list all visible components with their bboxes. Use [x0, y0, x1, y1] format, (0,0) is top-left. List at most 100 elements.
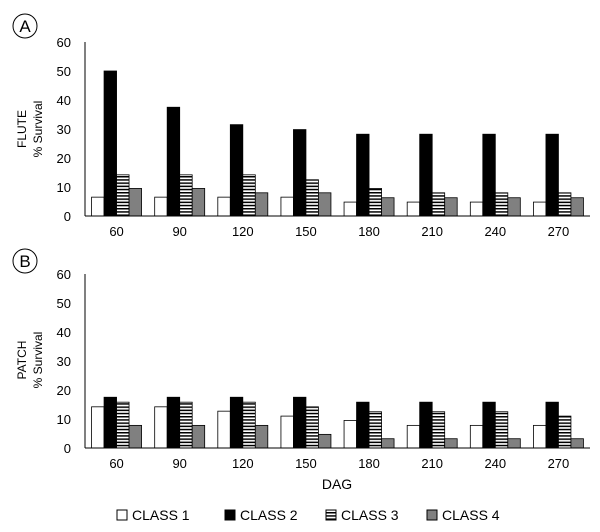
y-tick-label: 60: [57, 35, 71, 50]
bar-class-2-150: [293, 129, 307, 217]
y-tick-label: 0: [64, 441, 71, 456]
panel-label: A: [19, 17, 31, 36]
x-tick-label: 270: [548, 456, 570, 471]
bar-class-2-120: [229, 396, 244, 449]
bar-class-1-150: [280, 196, 294, 217]
y-tick-labels: 0 10 20 30 40 50 60: [57, 35, 71, 224]
bar-class-3-240: [494, 192, 509, 217]
y-tick-labels: 0 10 20 30 40 50 60: [57, 267, 71, 456]
bar-class-1-60: [91, 196, 105, 217]
x-tick-label: 120: [232, 456, 254, 471]
y-tick-label: 20: [57, 383, 71, 398]
x-tick-labels: 60 90 120 150 180 210 240 270: [109, 456, 569, 471]
bar-class-2-240: [482, 133, 496, 217]
bar-class-2-120: [229, 124, 244, 217]
bar-class-2-60: [103, 396, 117, 449]
bars: [91, 70, 584, 217]
bar-class-3-120: [242, 401, 256, 449]
legend-swatch-class-2: [224, 509, 236, 521]
bar-class-2-180: [356, 401, 370, 449]
panel-label: B: [19, 252, 30, 271]
bar-class-4-210: [444, 197, 458, 217]
bar-class-4-60: [128, 424, 142, 449]
bar-class-4-150: [318, 192, 332, 217]
x-tick-label: 120: [232, 224, 254, 239]
x-tick-label: 90: [172, 456, 186, 471]
bar-class-1-270: [533, 424, 547, 449]
legend-item: CLASS 3: [325, 507, 399, 523]
y-tick-label: 50: [57, 64, 71, 79]
x-tick-label: 210: [421, 456, 443, 471]
legend-label: CLASS 3: [341, 507, 399, 523]
y-tick-label: 10: [57, 412, 71, 427]
bar-class-3-120: [242, 174, 256, 217]
bar-class-2-150: [293, 396, 307, 449]
y-tick-label: 0: [64, 209, 71, 224]
legend: CLASS 1 CLASS 2 CLASS 3 CLASS 4: [116, 507, 500, 523]
bar-class-4-120: [254, 424, 269, 449]
bar-class-3-150: [305, 179, 319, 217]
bar-class-3-180: [368, 411, 382, 449]
x-tick-label: 210: [421, 224, 443, 239]
y-axis-subtitle: % Survival: [31, 332, 45, 389]
bar-class-4-240: [507, 197, 521, 217]
bar-class-1-270: [533, 201, 547, 217]
bar-class-2-210: [419, 133, 433, 217]
y-tick-label: 10: [57, 180, 71, 195]
bar-class-1-90: [154, 406, 168, 449]
bar-class-2-270: [545, 401, 559, 449]
bar-class-3-240: [494, 411, 509, 449]
bar-class-1-150: [280, 415, 294, 449]
bar-class-3-180: [368, 188, 382, 217]
panel-badge: B: [12, 248, 38, 274]
panel-badge-circle: [12, 248, 38, 274]
x-tick-label: 240: [484, 456, 506, 471]
panel-badge-circle: [12, 13, 38, 39]
x-tick-label: 60: [109, 456, 123, 471]
chart-panel-a: A FLUTE % Survival 0 10 20 30 40 50 60 60 90 120…: [12, 13, 590, 239]
y-tick-label: 40: [57, 93, 71, 108]
bar-class-1-120: [217, 196, 231, 217]
legend-label: CLASS 1: [132, 507, 190, 523]
bar-class-3-210: [431, 411, 446, 449]
legend-swatch-class-4: [426, 509, 438, 521]
bar-class-2-180: [356, 133, 370, 217]
x-tick-label: 60: [109, 224, 123, 239]
x-tick-labels: 60 90 120 150 180 210 240 270: [109, 224, 569, 239]
x-tick-label: 150: [295, 224, 317, 239]
bar-class-3-60: [116, 174, 130, 217]
bar-class-4-120: [254, 192, 269, 217]
y-tick-label: 30: [57, 122, 71, 137]
legend-swatch-class-3: [325, 509, 337, 521]
bar-class-1-180: [343, 420, 357, 449]
bar-class-4-240: [507, 438, 521, 449]
bar-class-2-90: [166, 106, 181, 217]
bar-class-1-240: [469, 201, 484, 217]
bar-class-3-270: [558, 192, 572, 217]
bar-class-1-240: [469, 424, 484, 449]
bar-class-3-60: [116, 401, 130, 449]
y-tick-label: 40: [57, 325, 71, 340]
bar-class-2-210: [419, 401, 433, 449]
x-tick-label: 240: [484, 224, 506, 239]
legend-label: CLASS 2: [240, 507, 298, 523]
y-axis-subtitle: % Survival: [31, 101, 45, 158]
bar-class-3-270: [558, 415, 572, 449]
y-axis-title: FLUTE: [15, 110, 29, 148]
x-axis-title: DAG: [322, 476, 352, 492]
y-tick-label: 30: [57, 354, 71, 369]
x-tick-label: 180: [358, 456, 380, 471]
bar-class-3-150: [305, 406, 319, 449]
y-tick-label: 20: [57, 151, 71, 166]
bar-class-2-240: [482, 401, 496, 449]
chart-panel-b: B PATCH % Survival 0 10 20 30 40 50 60 60 90 120…: [12, 248, 590, 492]
x-tick-label: 180: [358, 224, 380, 239]
bar-class-3-90: [179, 174, 193, 217]
legend-label: CLASS 4: [442, 507, 500, 523]
bars: [91, 396, 584, 449]
bar-class-4-60: [128, 188, 142, 217]
bar-class-4-150: [318, 433, 332, 449]
bar-class-2-270: [545, 133, 559, 217]
y-tick-label: 50: [57, 296, 71, 311]
